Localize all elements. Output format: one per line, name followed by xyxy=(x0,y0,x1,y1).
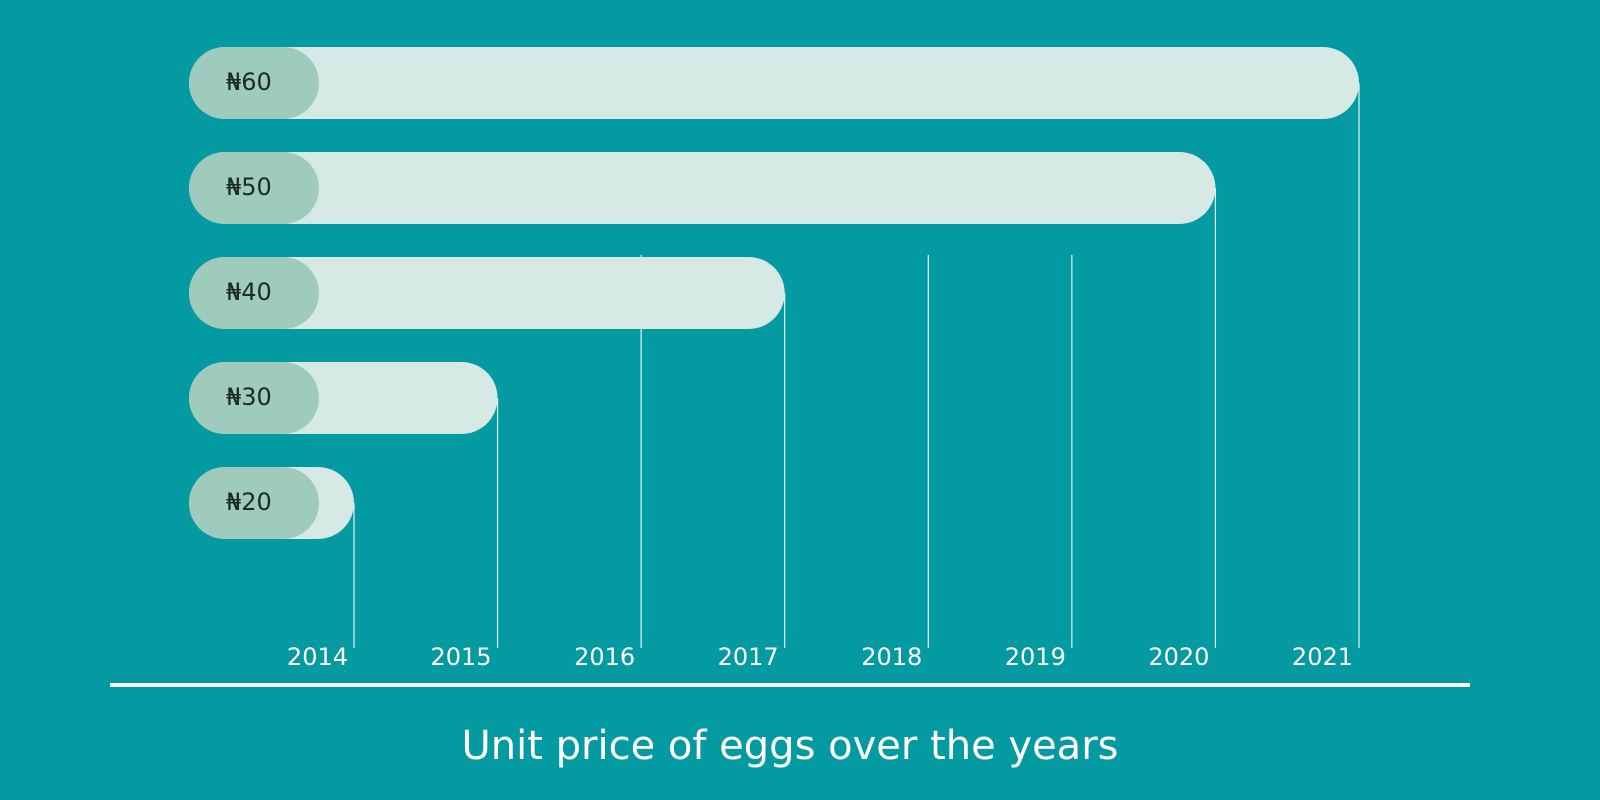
x-tick-label: 2017 xyxy=(718,643,779,671)
x-tick-label: 2019 xyxy=(1005,643,1066,671)
bar xyxy=(189,257,785,329)
x-tick-label: 2016 xyxy=(574,643,635,671)
value-label: ₦20 xyxy=(226,488,272,516)
bar xyxy=(189,47,1359,119)
value-label: ₦60 xyxy=(226,68,272,96)
bar-cap xyxy=(189,47,319,119)
x-tick-label: 2021 xyxy=(1292,643,1353,671)
chart-title: Unit price of eggs over the years xyxy=(462,723,1119,769)
value-label: ₦40 xyxy=(226,278,272,306)
x-tick-label: 2018 xyxy=(861,643,922,671)
bar-cap xyxy=(189,152,319,224)
bar-cap xyxy=(189,467,319,539)
x-tick-label: 2015 xyxy=(430,643,491,671)
value-label: ₦30 xyxy=(226,383,272,411)
bar-cap xyxy=(189,257,319,329)
x-tick-label: 2020 xyxy=(1148,643,1209,671)
x-tick-label: 2014 xyxy=(287,643,348,671)
value-label: ₦50 xyxy=(226,173,272,201)
bar xyxy=(189,152,1216,224)
bar-cap xyxy=(189,362,319,434)
